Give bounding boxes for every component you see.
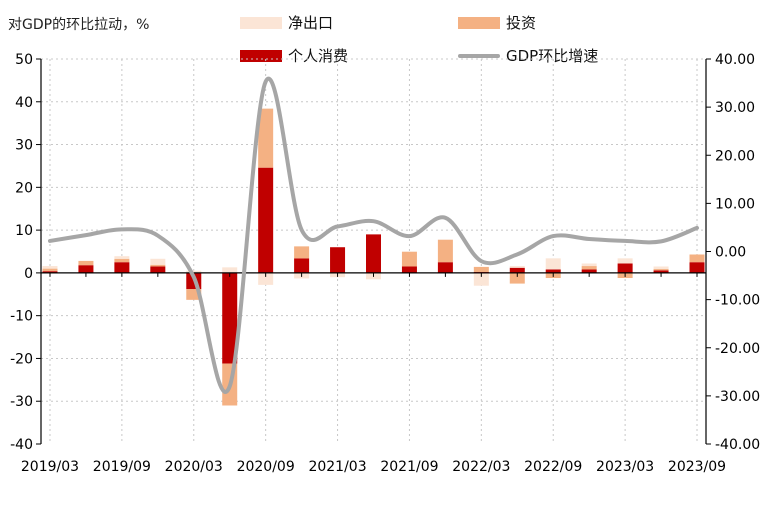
right-axis-tick-label: 30.00 xyxy=(715,100,755,116)
bar-segment xyxy=(509,272,525,284)
left-axis-tick-label: 0 xyxy=(24,266,33,282)
bar-segment xyxy=(258,167,274,273)
x-axis-tick-label: 2022/03 xyxy=(452,459,510,475)
bar-segment xyxy=(473,272,489,286)
bar-segment xyxy=(330,247,346,273)
legend-label-net-exports: 净出口 xyxy=(288,14,334,32)
legend-item-investment: 投资 xyxy=(458,12,536,33)
bar-segment xyxy=(294,246,310,259)
legend-swatch-investment xyxy=(458,16,500,29)
x-axis-tick-label: 2021/09 xyxy=(380,459,438,475)
legend-item-gdp-growth: GDP环比增速 xyxy=(458,45,598,66)
legend-label-gdp-growth: GDP环比增速 xyxy=(506,47,599,65)
left-axis-tick-label: 10 xyxy=(15,223,33,239)
bar-segment xyxy=(617,263,633,273)
bar-segment xyxy=(689,254,705,263)
left-axis-tick-label: -40 xyxy=(10,437,33,453)
bar-segment xyxy=(653,269,669,271)
right-axis-tick-label: 0.00 xyxy=(715,245,746,261)
bar-segment xyxy=(42,266,58,269)
x-axis-tick-label: 2020/09 xyxy=(237,459,295,475)
bar-segment xyxy=(222,267,238,273)
x-axis-tick-label: 2021/03 xyxy=(308,459,366,475)
bar-segment xyxy=(186,289,202,300)
right-axis-tick-label: -10.00 xyxy=(715,293,760,309)
bar-segment xyxy=(437,239,453,263)
chart-title: 对GDP的环比拉动，% xyxy=(8,17,150,33)
right-axis-tick-label: 40.00 xyxy=(715,52,755,68)
x-axis-tick-label: 2019/03 xyxy=(21,459,79,475)
left-axis-tick-label: -30 xyxy=(10,394,33,410)
legend-line-gdp-growth xyxy=(458,53,500,58)
bar-segment xyxy=(545,258,561,270)
bar-segment xyxy=(294,258,310,273)
bar-segment xyxy=(437,262,453,273)
bar-segment xyxy=(366,234,381,273)
bar-segment xyxy=(150,266,166,273)
bar-segment xyxy=(114,256,130,259)
legend-label-investment: 投资 xyxy=(506,14,537,32)
left-axis-tick-label: 20 xyxy=(15,180,33,196)
bar-segment xyxy=(42,268,58,272)
x-axis-tick-label: 2023/03 xyxy=(596,459,654,475)
left-axis-tick-label: 40 xyxy=(15,95,33,111)
bar-segment xyxy=(78,265,94,273)
bar-segment xyxy=(509,266,525,268)
left-axis-tick-label: 30 xyxy=(15,138,33,154)
bar-segment xyxy=(401,251,417,267)
bar-segment xyxy=(401,266,417,273)
bar-segment xyxy=(401,251,417,252)
bar-segment xyxy=(258,272,274,285)
legend-label-consumption: 个人消费 xyxy=(288,47,349,65)
bar-segment xyxy=(581,263,597,267)
bar-segment xyxy=(653,270,669,273)
legend-item-net-exports: 净出口 xyxy=(240,12,333,33)
bar-segment xyxy=(509,267,525,273)
bar-segment xyxy=(78,260,94,266)
bar-segment xyxy=(617,258,633,264)
bar-segment xyxy=(581,269,597,273)
right-axis-tick-label: -40.00 xyxy=(715,437,760,453)
bar-segment xyxy=(545,269,561,273)
right-axis-tick-label: -30.00 xyxy=(715,389,760,405)
gdp-growth-line xyxy=(47,76,700,394)
bar-segment xyxy=(42,271,58,273)
bar-segment xyxy=(258,108,274,168)
left-axis-tick-label: -20 xyxy=(10,351,33,367)
bar-segment xyxy=(114,258,130,263)
bar-segment xyxy=(473,266,489,273)
left-axis-tick-label: 50 xyxy=(15,52,33,68)
right-axis-tick-label: 20.00 xyxy=(715,148,755,164)
right-axis-tick-label: 10.00 xyxy=(715,196,755,212)
x-axis-tick-label: 2019/09 xyxy=(93,459,151,475)
bar-segment xyxy=(222,272,238,364)
bar-segment xyxy=(437,239,453,240)
x-axis-tick-label: 2023/09 xyxy=(668,459,726,475)
right-axis-tick-label: -20.00 xyxy=(715,341,760,357)
x-axis-tick-label: 2020/03 xyxy=(165,459,223,475)
legend-swatch-net-exports xyxy=(240,16,282,29)
bar-segment xyxy=(653,266,669,270)
left-axis-tick-label: -10 xyxy=(10,309,33,325)
bar-segment xyxy=(150,264,166,267)
x-axis-tick-label: 2022/09 xyxy=(524,459,582,475)
bar-segment xyxy=(689,262,705,273)
bar-segment xyxy=(150,258,166,265)
bar-segment xyxy=(186,270,202,273)
bar-segment xyxy=(581,266,597,270)
bar-segment xyxy=(114,262,130,273)
